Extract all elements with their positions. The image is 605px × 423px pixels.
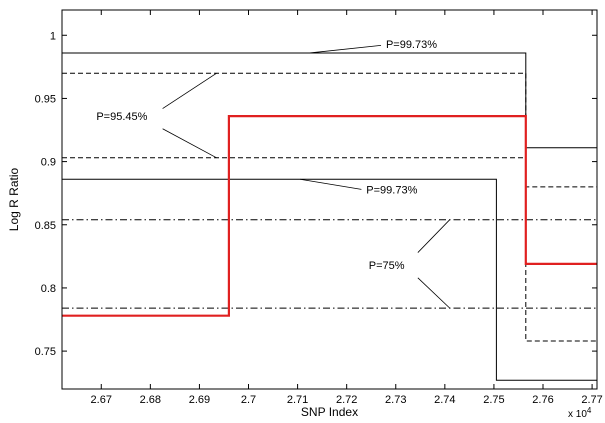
x-tick-label: 2.75 (483, 394, 504, 406)
x-axis-label: SNP Index (301, 405, 358, 419)
x-tick-label: 2.74 (434, 394, 455, 406)
y-axis-label: Log R Ratio (7, 167, 21, 231)
annotation-leader-3-0 (417, 219, 451, 253)
x-tick-label: 2.67 (91, 394, 112, 406)
y-tick-label: 0.8 (41, 283, 56, 295)
annotation-layer: P=99.73% P=95.45% P=99.73% P=75% (96, 39, 451, 309)
series-layer (62, 52, 597, 381)
series-line-dashed-2 (62, 72, 597, 188)
series-line-dashed-3 (62, 157, 597, 342)
x-axis-multiplier: x 104 (568, 406, 592, 420)
x-tick-label: 2.76 (532, 394, 553, 406)
series-line-solid-1 (62, 52, 597, 149)
annotation-label: P=95.45% (96, 111, 147, 123)
y-tick-label: 0.75 (35, 346, 56, 358)
x-axis: 2.67 2.68 2.69 2.7 2.71 2.72 2.73 2.74 2.75 2.76 2… (91, 10, 603, 406)
y-tick-label: 0.9 (41, 157, 56, 169)
annotation-label: P=99.73% (366, 184, 417, 196)
y-axis: 0.75 0.8 0.85 0.9 0.95 1 (35, 30, 597, 358)
y-tick-label: 0.95 (35, 93, 56, 105)
series-line-solid-4 (62, 178, 597, 381)
x-tick-label: 2.7 (241, 394, 256, 406)
x-tick-label: 2.71 (287, 394, 308, 406)
annotation-leader-3-1 (417, 277, 451, 309)
y-tick-label: 1 (50, 30, 56, 42)
y-tick-label: 0.85 (35, 220, 56, 232)
annotation-leader-2-0 (299, 178, 362, 190)
x-tick-label: 2.68 (140, 394, 161, 406)
annotation-label: P=99.73% (386, 39, 437, 51)
annotation-leader-1-1 (162, 128, 217, 159)
x-tick-label: 2.69 (189, 394, 210, 406)
x-multiplier-base: x 10 (568, 409, 587, 420)
x-tick-label: 2.72 (336, 394, 357, 406)
x-multiplier-exponent: 4 (587, 406, 592, 415)
series-line-thick-red-0 (62, 114, 597, 317)
x-tick-label: 2.73 (385, 394, 406, 406)
annotation-leader-1-0 (162, 72, 217, 109)
plot-area-frame (61, 9, 598, 390)
annotation-label: P=75% (369, 260, 405, 272)
annotation-leader-0-0 (309, 44, 382, 54)
x-tick-label: 2.77 (581, 394, 602, 406)
